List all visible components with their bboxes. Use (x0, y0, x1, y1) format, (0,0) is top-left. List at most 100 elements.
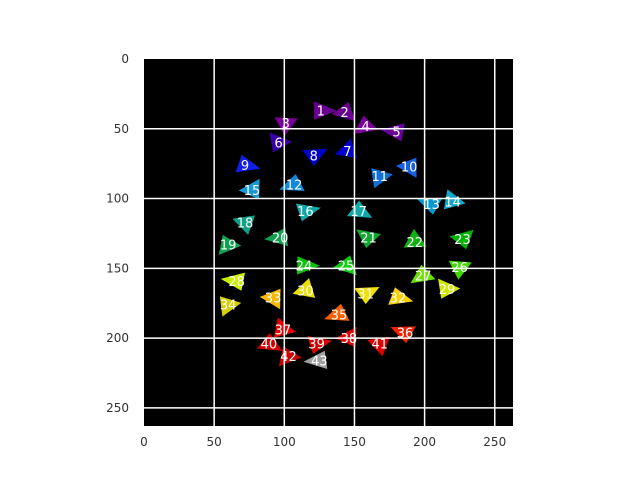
segment-region-43 (303, 350, 328, 369)
segment-region-23 (449, 229, 474, 250)
segment-label-25: 25 (338, 260, 355, 275)
segment-region-6 (269, 132, 292, 153)
x-tick-label: 100 (273, 435, 296, 449)
segment-region-39 (307, 336, 333, 354)
segment-region-22 (403, 228, 427, 248)
segment-region-3 (274, 117, 298, 136)
segment-label-16: 16 (297, 205, 314, 220)
segment-label-24: 24 (296, 260, 313, 275)
segment-label-37: 37 (275, 324, 292, 339)
segment-label-26: 26 (451, 261, 468, 276)
segment-region-32 (388, 287, 414, 305)
segment-label-35: 35 (331, 308, 348, 323)
segment-region-33 (259, 288, 281, 310)
segment-label-10: 10 (401, 160, 418, 175)
segment-region-18 (232, 215, 256, 235)
y-tick-label: 50 (114, 122, 129, 136)
segment-label-23: 23 (454, 233, 471, 248)
segment-label-43: 43 (311, 354, 328, 369)
segment-label-29: 29 (439, 283, 456, 298)
segment-label-19: 19 (220, 239, 237, 254)
segment-label-39: 39 (308, 338, 325, 353)
segment-label-22: 22 (407, 236, 424, 251)
segment-label-4: 4 (362, 120, 370, 135)
segment-region-36 (390, 326, 416, 344)
grid-lines (144, 59, 513, 426)
segment-region-26 (448, 260, 472, 280)
segment-region-24 (297, 256, 320, 275)
x-axis-ticks: 0 50 100 150 200 250 (140, 435, 506, 449)
segment-region-10 (395, 157, 417, 178)
y-tick-label: 200 (106, 331, 129, 345)
segment-region-34 (219, 296, 242, 317)
segment-label-21: 21 (360, 232, 377, 247)
segment-label-20: 20 (272, 232, 289, 247)
segment-label-18: 18 (237, 216, 254, 231)
segment-region-9 (235, 154, 261, 173)
segment-region-19 (218, 234, 242, 255)
segment-label-9: 9 (241, 159, 249, 174)
segment-region-17 (346, 200, 373, 218)
plot-background (144, 59, 513, 426)
x-tick-label: 0 (140, 435, 148, 449)
segment-label-11: 11 (371, 170, 388, 185)
segment-label-41: 41 (371, 338, 388, 353)
segment-region-1 (314, 101, 337, 120)
x-tick-label: 50 (207, 435, 222, 449)
segment-label-40: 40 (261, 338, 278, 353)
segment-label-2: 2 (340, 106, 348, 121)
segment-region-8 (302, 148, 328, 166)
segment-region-25 (333, 255, 357, 276)
segment-label-33: 33 (265, 292, 282, 307)
segment-region-40 (257, 333, 283, 351)
segment-region-41 (367, 336, 390, 357)
segment-region-2 (331, 101, 356, 122)
segment-label-1: 1 (317, 105, 325, 120)
segment-label-13: 13 (423, 198, 440, 213)
segment-region-15 (238, 178, 260, 200)
segment-label-7: 7 (343, 145, 351, 160)
segment-region-38 (335, 326, 357, 348)
segment-label-6: 6 (275, 137, 283, 152)
y-axis-ticks: 0 50 100 150 200 250 (106, 52, 129, 415)
x-tick-label: 150 (343, 435, 366, 449)
y-tick-label: 0 (121, 52, 129, 66)
segment-label-12: 12 (286, 179, 303, 194)
segment-region-20 (264, 227, 289, 247)
segment-label-5: 5 (392, 126, 400, 141)
segment-region-14 (443, 189, 466, 210)
y-tick-label: 100 (106, 192, 129, 206)
x-tick-label: 250 (483, 435, 506, 449)
segment-label-32: 32 (390, 292, 407, 307)
segment-region-30 (292, 278, 316, 298)
segment-label-30: 30 (297, 285, 314, 300)
segment-region-27 (410, 264, 436, 284)
segment-label-31: 31 (357, 287, 374, 302)
segment-label-38: 38 (341, 332, 358, 347)
segment-regions (218, 101, 474, 369)
segment-label-3: 3 (282, 117, 290, 132)
segment-label-42: 42 (280, 350, 297, 365)
segment-label-28: 28 (228, 275, 245, 290)
segment-region-29 (438, 278, 461, 299)
segment-region-21 (356, 229, 381, 249)
x-tick-label: 200 (413, 435, 436, 449)
y-tick-label: 250 (106, 401, 129, 415)
segment-label-15: 15 (244, 184, 261, 199)
segment-label-8: 8 (310, 149, 318, 164)
segment-region-12 (279, 174, 305, 191)
segment-region-31 (354, 287, 380, 305)
segment-label-34: 34 (220, 299, 237, 314)
segment-region-35 (324, 303, 350, 321)
segment-label-27: 27 (415, 269, 432, 284)
segment-region-5 (380, 123, 405, 142)
segment-region-7 (334, 138, 358, 159)
segment-region-13 (416, 197, 443, 215)
segment-label-14: 14 (444, 195, 461, 210)
segment-region-16 (295, 203, 321, 222)
segment-label-17: 17 (350, 205, 367, 220)
segment-region-11 (371, 168, 393, 189)
segment-region-28 (220, 272, 245, 291)
